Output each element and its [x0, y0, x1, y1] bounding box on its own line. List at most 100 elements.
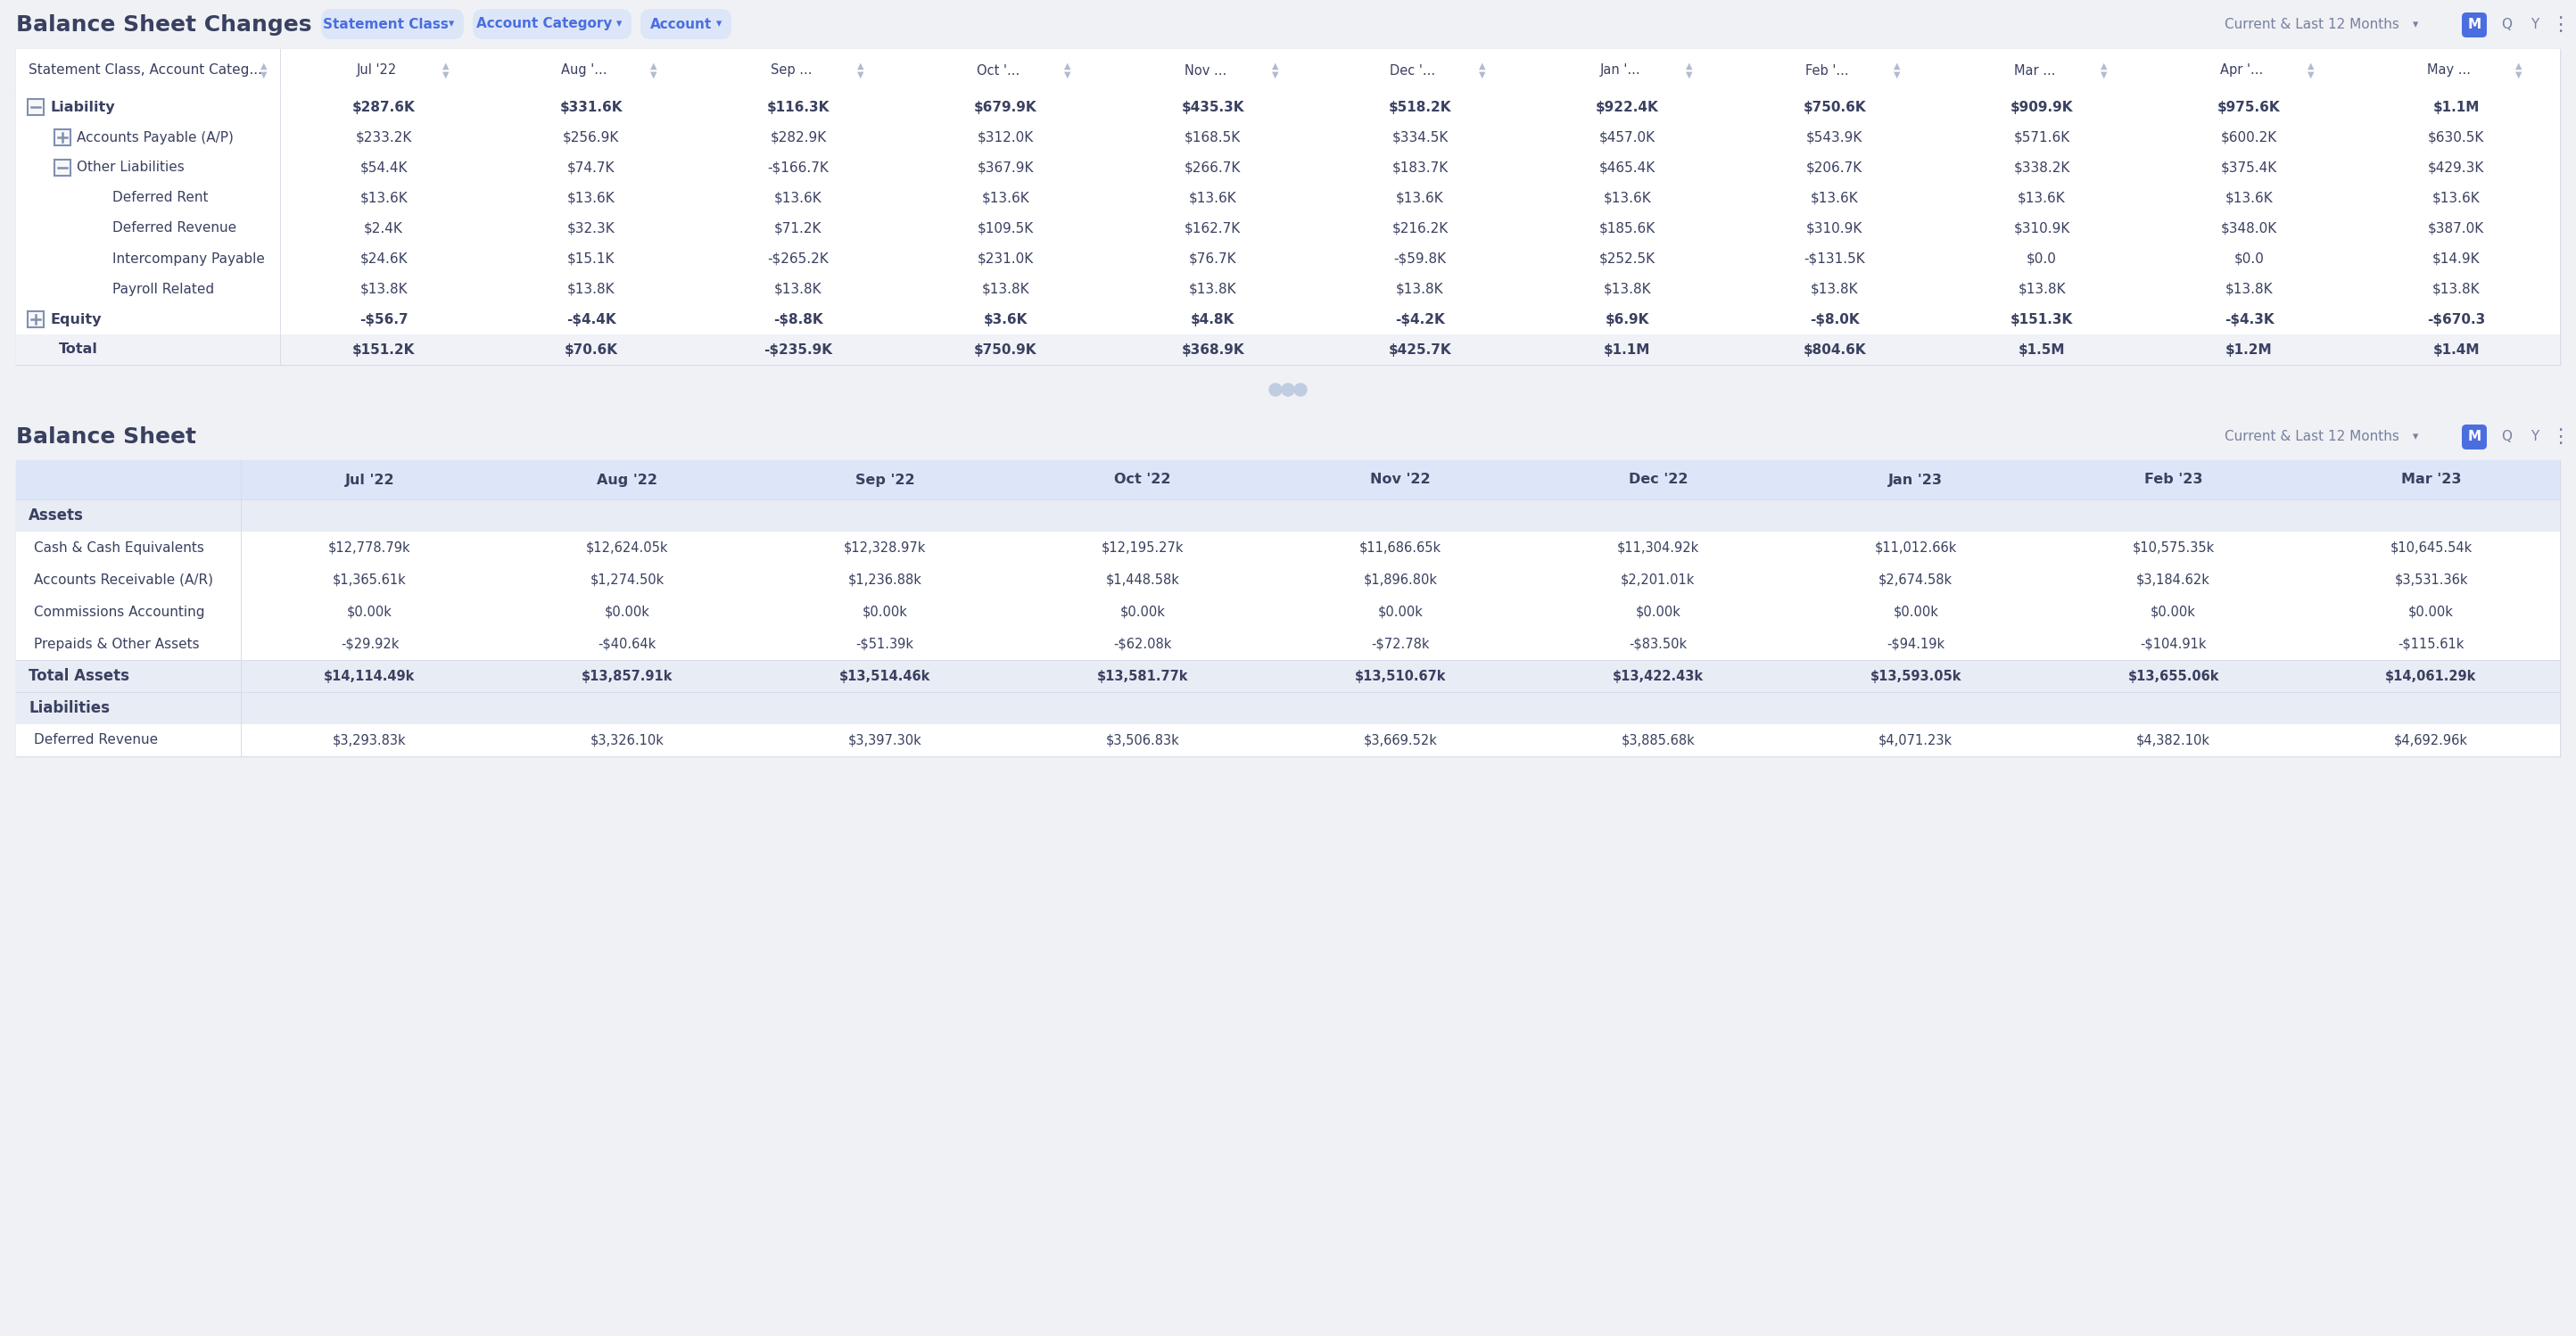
Text: Equity: Equity: [49, 313, 100, 326]
Text: $465.4K: $465.4K: [1600, 160, 1656, 175]
Text: -$94.19k: -$94.19k: [1886, 637, 1945, 651]
Text: $183.7K: $183.7K: [1391, 160, 1448, 175]
Text: $4,071.23k: $4,071.23k: [1878, 733, 1953, 747]
Text: $14,061.29k: $14,061.29k: [2385, 669, 2476, 683]
Text: Deferred Revenue: Deferred Revenue: [33, 733, 157, 747]
Text: ▼: ▼: [1064, 71, 1072, 79]
Text: $13.6K: $13.6K: [775, 191, 822, 204]
Text: $679.9K: $679.9K: [974, 100, 1038, 114]
Circle shape: [1270, 383, 1283, 395]
Text: $13.6K: $13.6K: [981, 191, 1030, 204]
Bar: [15, 92, 2561, 122]
Text: Deferred Revenue: Deferred Revenue: [113, 222, 237, 235]
Text: $0.0: $0.0: [2233, 253, 2264, 266]
Text: $0.00k: $0.00k: [605, 605, 649, 619]
Text: ▲: ▲: [1273, 61, 1278, 71]
Bar: [15, 152, 2561, 183]
Text: $3,184.62k: $3,184.62k: [2136, 573, 2210, 587]
Text: -$166.7K: -$166.7K: [768, 160, 829, 175]
Text: Mar '23: Mar '23: [2401, 473, 2460, 486]
Text: ▾: ▾: [448, 19, 453, 29]
Text: ▼: ▼: [1687, 71, 1692, 79]
Text: $3,531.36k: $3,531.36k: [2393, 573, 2468, 587]
Text: -$670.3: -$670.3: [2427, 313, 2486, 326]
Text: $348.0K: $348.0K: [2221, 222, 2277, 235]
Text: $13.6K: $13.6K: [1188, 191, 1236, 204]
Text: $1.4M: $1.4M: [2432, 343, 2481, 357]
Text: $435.3K: $435.3K: [1182, 100, 1244, 114]
Text: ▼: ▼: [1479, 71, 1486, 79]
Text: Oct '...: Oct '...: [976, 64, 1020, 77]
Text: $331.6K: $331.6K: [559, 100, 623, 114]
Text: $457.0K: $457.0K: [1600, 131, 1656, 144]
FancyBboxPatch shape: [474, 9, 631, 39]
Bar: [15, 564, 2561, 596]
Text: -$62.08k: -$62.08k: [1113, 637, 1172, 651]
Text: -$8.0K: -$8.0K: [1811, 313, 1860, 326]
Text: $13.8K: $13.8K: [2017, 282, 2066, 295]
Text: $13.8K: $13.8K: [981, 282, 1030, 295]
Bar: [15, 214, 2561, 243]
Text: $185.6K: $185.6K: [1600, 222, 1656, 235]
Bar: [54, 159, 70, 176]
Text: $310.9K: $310.9K: [1806, 222, 1862, 235]
Text: $13.6K: $13.6K: [1396, 191, 1445, 204]
Text: $151.2K: $151.2K: [353, 343, 415, 357]
Text: $1,236.88k: $1,236.88k: [848, 573, 922, 587]
Text: Jan '...: Jan '...: [1600, 64, 1641, 77]
Text: $76.7K: $76.7K: [1190, 253, 1236, 266]
Text: May ...: May ...: [2427, 64, 2470, 77]
Text: Apr '...: Apr '...: [2221, 64, 2264, 77]
Text: Jul '22: Jul '22: [345, 473, 394, 486]
Text: $804.6K: $804.6K: [1803, 343, 1865, 357]
Text: $0.00k: $0.00k: [1121, 605, 1164, 619]
Text: $13.6K: $13.6K: [2226, 191, 2272, 204]
Text: $3,669.52k: $3,669.52k: [1363, 733, 1437, 747]
Text: $375.4K: $375.4K: [2221, 160, 2277, 175]
Text: Y: Y: [2530, 430, 2540, 444]
Text: $3,293.83k: $3,293.83k: [332, 733, 407, 747]
Text: Statement Class: Statement Class: [322, 17, 448, 31]
Text: ▲: ▲: [2514, 61, 2522, 71]
Text: $1,274.50k: $1,274.50k: [590, 573, 665, 587]
Text: Total Assets: Total Assets: [28, 668, 129, 684]
Text: $54.4K: $54.4K: [361, 160, 407, 175]
Text: ⋮: ⋮: [2550, 428, 2571, 446]
Text: $338.2K: $338.2K: [2014, 160, 2071, 175]
Text: $2,201.01k: $2,201.01k: [1620, 573, 1695, 587]
Bar: [15, 183, 2561, 214]
Text: -$40.64k: -$40.64k: [598, 637, 657, 651]
Text: $10,645.54k: $10,645.54k: [2391, 541, 2473, 554]
Text: $0.00k: $0.00k: [1893, 605, 1937, 619]
Bar: [15, 334, 2561, 365]
Text: $13.6K: $13.6K: [1602, 191, 1651, 204]
Text: $13,581.77k: $13,581.77k: [1097, 669, 1188, 683]
Text: $13.8K: $13.8K: [1190, 282, 1236, 295]
Text: $13.8K: $13.8K: [361, 282, 407, 295]
Text: Deferred Rent: Deferred Rent: [113, 191, 209, 204]
Text: -$83.50k: -$83.50k: [1628, 637, 1687, 651]
Text: -$59.8K: -$59.8K: [1394, 253, 1445, 266]
Text: $216.2K: $216.2K: [1391, 222, 1448, 235]
Text: Account: Account: [652, 17, 711, 31]
Text: ▲: ▲: [2308, 61, 2316, 71]
Text: Prepaids & Other Assets: Prepaids & Other Assets: [33, 637, 198, 651]
Text: $12,195.27k: $12,195.27k: [1103, 541, 1185, 554]
Text: -$51.39k: -$51.39k: [855, 637, 914, 651]
Text: Account Category: Account Category: [477, 17, 613, 31]
Text: Accounts Payable (A/P): Accounts Payable (A/P): [77, 131, 234, 144]
Text: $13.8K: $13.8K: [1396, 282, 1445, 295]
FancyBboxPatch shape: [2463, 425, 2486, 449]
Text: ▲: ▲: [2099, 61, 2107, 71]
Text: $109.5K: $109.5K: [976, 222, 1033, 235]
Text: $1.2M: $1.2M: [2226, 343, 2272, 357]
Text: Other Liabilities: Other Liabilities: [77, 160, 185, 175]
Text: Nov '22: Nov '22: [1370, 473, 1430, 486]
Text: $32.3K: $32.3K: [567, 222, 616, 235]
Text: $70.6K: $70.6K: [564, 343, 618, 357]
Text: $206.7K: $206.7K: [1806, 160, 1862, 175]
Text: $162.7K: $162.7K: [1185, 222, 1242, 235]
Text: Liability: Liability: [49, 100, 116, 114]
Text: $975.6K: $975.6K: [2218, 100, 2280, 114]
Text: ⋮: ⋮: [2550, 16, 2571, 33]
